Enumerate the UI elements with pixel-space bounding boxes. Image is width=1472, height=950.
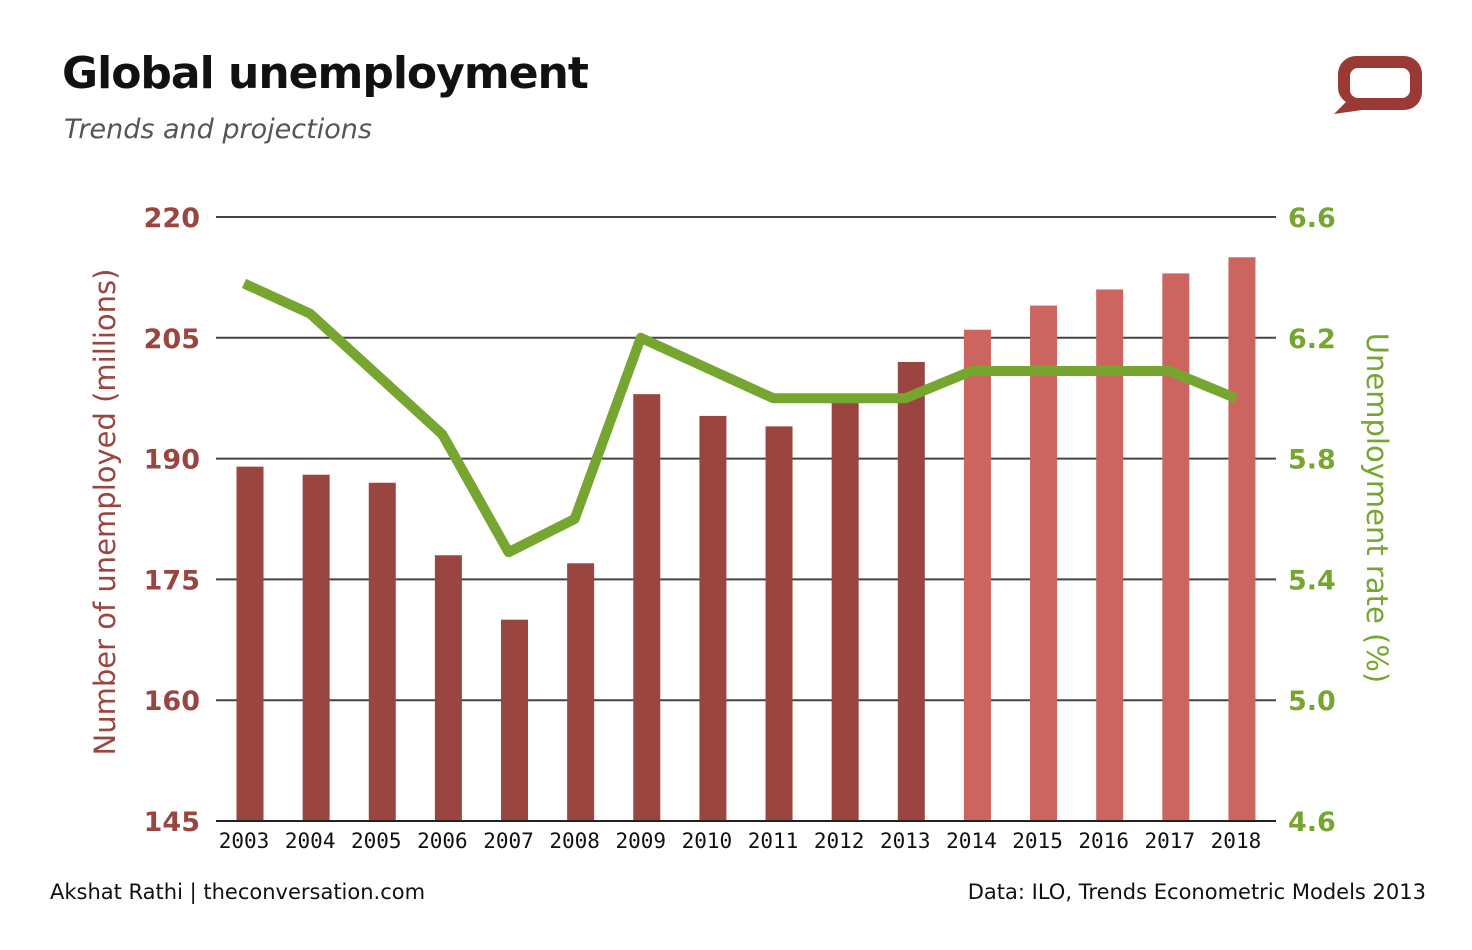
- axis-ticks: 220 205 190 175 160 145 6.6 6.2 5.8 5.4 5.0 4.6 2003…: [144, 203, 1336, 853]
- y-tick-label: 145: [144, 807, 200, 838]
- y2-tick-label: 6.2: [1288, 324, 1336, 355]
- y-tick-label: 190: [144, 445, 200, 476]
- bar: [633, 394, 661, 821]
- bar: [897, 361, 925, 821]
- y2-tick-label: 5.0: [1288, 686, 1336, 717]
- bar: [963, 329, 991, 821]
- y2-tick-label: 5.4: [1288, 565, 1336, 596]
- x-tick-label: 2005: [351, 829, 402, 853]
- bar: [302, 474, 330, 821]
- x-tick-label: 2006: [417, 829, 468, 853]
- rate-line: [241, 278, 1238, 558]
- x-tick-label: 2008: [549, 829, 600, 853]
- x-tick-label: 2010: [682, 829, 733, 853]
- x-tick-label: 2014: [946, 829, 997, 853]
- y-axis-title: Number of unemployed (millions): [88, 269, 122, 756]
- chart-subtitle: Trends and projections: [64, 114, 372, 145]
- y-tick-label: 175: [144, 565, 200, 596]
- x-tick-label: 2015: [1012, 829, 1063, 853]
- x-tick-label: 2007: [483, 829, 534, 853]
- x-tick-label: 2009: [615, 829, 666, 853]
- data-source: Data: ILO, Trends Econometric Models 201…: [967, 880, 1426, 904]
- bar: [1228, 257, 1256, 821]
- y-tick-label: 205: [144, 324, 200, 355]
- bar: [699, 415, 727, 821]
- y-tick-label: 220: [144, 203, 200, 234]
- bar: [434, 555, 462, 821]
- bar: [567, 563, 595, 821]
- speech-bubble-icon: [1334, 56, 1422, 114]
- bar: [765, 426, 793, 821]
- y2-tick-label: 6.6: [1288, 203, 1336, 234]
- x-tick-label: 2013: [880, 829, 931, 853]
- bar: [501, 619, 529, 821]
- x-tick-label: 2011: [748, 829, 799, 853]
- y2-axis-title: Unemployment rate (%): [1360, 333, 1394, 683]
- bar: [1030, 305, 1058, 821]
- bar: [1096, 289, 1124, 822]
- chart-title: Global unemployment: [62, 48, 589, 99]
- bar: [368, 482, 396, 821]
- bar: [831, 402, 859, 821]
- y2-tick-label: 4.6: [1288, 807, 1336, 838]
- bar-series: [216, 257, 1276, 822]
- y-tick-label: 160: [144, 686, 200, 717]
- rate-line-series: [241, 278, 1238, 558]
- x-tick-label: 2017: [1145, 829, 1196, 853]
- x-tick-label: 2003: [219, 829, 270, 853]
- x-tick-label: 2018: [1211, 829, 1262, 853]
- y2-tick-label: 5.8: [1288, 445, 1336, 476]
- author-credit: Akshat Rathi | theconversation.com: [50, 880, 426, 904]
- unemployment-chart: 220 205 190 175 160 145 6.6 6.2 5.8 5.4 5.0 4.6 2003…: [88, 203, 1394, 853]
- bar: [1162, 273, 1190, 822]
- x-tick-label: 2016: [1078, 829, 1129, 853]
- bar: [236, 466, 264, 821]
- x-tick-label: 2012: [814, 829, 865, 853]
- x-tick-label: 2004: [285, 829, 336, 853]
